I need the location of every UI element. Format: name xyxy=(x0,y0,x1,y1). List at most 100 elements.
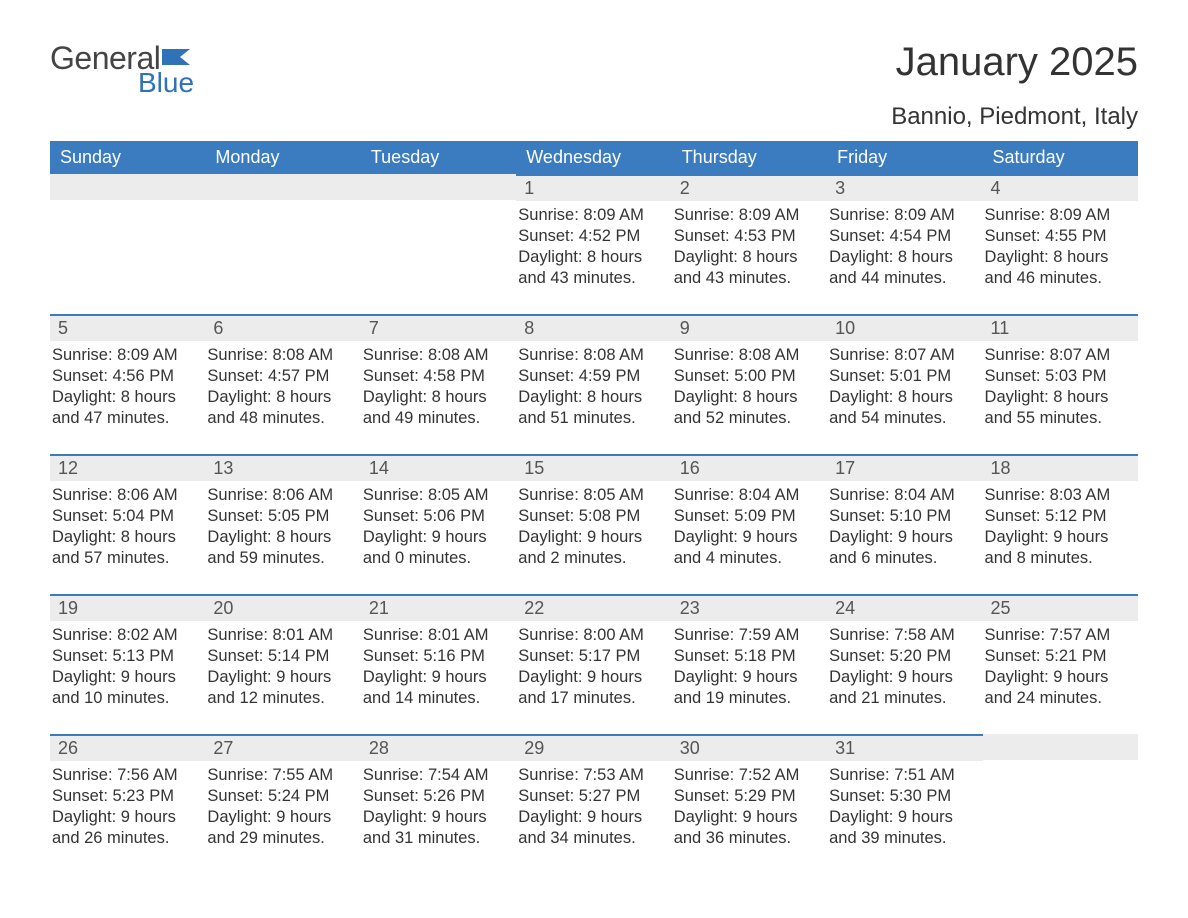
daylight-line-2: and 36 minutes. xyxy=(674,828,825,849)
sunset-line: Sunset: 4:52 PM xyxy=(518,226,669,247)
sunrise-line: Sunrise: 8:09 AM xyxy=(674,205,825,226)
daylight-line-1: Daylight: 8 hours xyxy=(829,387,980,408)
daylight-line-2: and 19 minutes. xyxy=(674,688,825,709)
calendar-cell: 16Sunrise: 8:04 AMSunset: 5:09 PMDayligh… xyxy=(672,454,827,594)
calendar-cell: 29Sunrise: 7:53 AMSunset: 5:27 PMDayligh… xyxy=(516,734,671,874)
sunrise-line: Sunrise: 8:08 AM xyxy=(518,345,669,366)
day-details: Sunrise: 8:09 AMSunset: 4:52 PMDaylight:… xyxy=(516,201,671,293)
calendar-cell: 18Sunrise: 8:03 AMSunset: 5:12 PMDayligh… xyxy=(983,454,1138,594)
calendar-cell: 30Sunrise: 7:52 AMSunset: 5:29 PMDayligh… xyxy=(672,734,827,874)
daylight-line-2: and 10 minutes. xyxy=(52,688,203,709)
page-title: January 2025 xyxy=(891,40,1138,85)
day-details: Sunrise: 8:09 AMSunset: 4:53 PMDaylight:… xyxy=(672,201,827,293)
calendar-body: 1Sunrise: 8:09 AMSunset: 4:52 PMDaylight… xyxy=(50,174,1138,874)
daylight-line-2: and 43 minutes. xyxy=(518,268,669,289)
day-details: Sunrise: 8:07 AMSunset: 5:03 PMDaylight:… xyxy=(983,341,1138,433)
calendar-cell xyxy=(205,174,360,314)
daylight-line-2: and 46 minutes. xyxy=(985,268,1136,289)
sunset-line: Sunset: 5:21 PM xyxy=(985,646,1136,667)
sunrise-line: Sunrise: 8:03 AM xyxy=(985,485,1136,506)
sunset-line: Sunset: 5:09 PM xyxy=(674,506,825,527)
daylight-line-2: and 4 minutes. xyxy=(674,548,825,569)
sunset-line: Sunset: 5:26 PM xyxy=(363,786,514,807)
daylight-line-1: Daylight: 9 hours xyxy=(674,527,825,548)
day-number: 23 xyxy=(672,594,827,621)
daylight-line-1: Daylight: 8 hours xyxy=(52,387,203,408)
sunset-line: Sunset: 4:59 PM xyxy=(518,366,669,387)
day-details: Sunrise: 7:56 AMSunset: 5:23 PMDaylight:… xyxy=(50,761,205,853)
daylight-line-2: and 12 minutes. xyxy=(207,688,358,709)
calendar-cell: 21Sunrise: 8:01 AMSunset: 5:16 PMDayligh… xyxy=(361,594,516,734)
daylight-line-2: and 26 minutes. xyxy=(52,828,203,849)
day-details: Sunrise: 7:52 AMSunset: 5:29 PMDaylight:… xyxy=(672,761,827,853)
weekday-header: Monday xyxy=(205,141,360,174)
day-number: 27 xyxy=(205,734,360,761)
daylight-line-2: and 24 minutes. xyxy=(985,688,1136,709)
day-number: 5 xyxy=(50,314,205,341)
day-number: 17 xyxy=(827,454,982,481)
daylight-line-1: Daylight: 9 hours xyxy=(363,807,514,828)
day-details: Sunrise: 8:08 AMSunset: 4:58 PMDaylight:… xyxy=(361,341,516,433)
sunset-line: Sunset: 5:29 PM xyxy=(674,786,825,807)
empty-day-bar xyxy=(983,734,1138,760)
sunrise-line: Sunrise: 8:07 AM xyxy=(829,345,980,366)
sunset-line: Sunset: 4:58 PM xyxy=(363,366,514,387)
empty-day-bar xyxy=(50,174,205,200)
sunset-line: Sunset: 5:08 PM xyxy=(518,506,669,527)
calendar-cell: 19Sunrise: 8:02 AMSunset: 5:13 PMDayligh… xyxy=(50,594,205,734)
calendar-cell: 10Sunrise: 8:07 AMSunset: 5:01 PMDayligh… xyxy=(827,314,982,454)
daylight-line-2: and 44 minutes. xyxy=(829,268,980,289)
daylight-line-1: Daylight: 9 hours xyxy=(829,807,980,828)
daylight-line-1: Daylight: 9 hours xyxy=(207,807,358,828)
daylight-line-1: Daylight: 9 hours xyxy=(674,667,825,688)
daylight-line-1: Daylight: 9 hours xyxy=(363,667,514,688)
day-details: Sunrise: 7:55 AMSunset: 5:24 PMDaylight:… xyxy=(205,761,360,853)
daylight-line-1: Daylight: 8 hours xyxy=(518,387,669,408)
calendar-cell: 22Sunrise: 8:00 AMSunset: 5:17 PMDayligh… xyxy=(516,594,671,734)
calendar-cell: 17Sunrise: 8:04 AMSunset: 5:10 PMDayligh… xyxy=(827,454,982,594)
calendar-cell: 23Sunrise: 7:59 AMSunset: 5:18 PMDayligh… xyxy=(672,594,827,734)
daylight-line-1: Daylight: 8 hours xyxy=(985,387,1136,408)
day-number: 15 xyxy=(516,454,671,481)
sunrise-line: Sunrise: 8:08 AM xyxy=(674,345,825,366)
sunrise-line: Sunrise: 8:06 AM xyxy=(52,485,203,506)
day-number: 9 xyxy=(672,314,827,341)
sunrise-line: Sunrise: 8:09 AM xyxy=(985,205,1136,226)
calendar-cell: 24Sunrise: 7:58 AMSunset: 5:20 PMDayligh… xyxy=(827,594,982,734)
sunrise-line: Sunrise: 7:59 AM xyxy=(674,625,825,646)
sunset-line: Sunset: 5:14 PM xyxy=(207,646,358,667)
day-number: 2 xyxy=(672,174,827,201)
day-number: 18 xyxy=(983,454,1138,481)
calendar-week-row: 5Sunrise: 8:09 AMSunset: 4:56 PMDaylight… xyxy=(50,314,1138,454)
sunrise-line: Sunrise: 8:00 AM xyxy=(518,625,669,646)
daylight-line-1: Daylight: 8 hours xyxy=(52,527,203,548)
sunrise-line: Sunrise: 7:57 AM xyxy=(985,625,1136,646)
day-number: 4 xyxy=(983,174,1138,201)
daylight-line-2: and 59 minutes. xyxy=(207,548,358,569)
weekday-header: Saturday xyxy=(983,141,1138,174)
day-number: 26 xyxy=(50,734,205,761)
sunrise-line: Sunrise: 8:01 AM xyxy=(207,625,358,646)
daylight-line-1: Daylight: 9 hours xyxy=(829,667,980,688)
sunrise-line: Sunrise: 7:58 AM xyxy=(829,625,980,646)
daylight-line-2: and 17 minutes. xyxy=(518,688,669,709)
sunset-line: Sunset: 4:56 PM xyxy=(52,366,203,387)
daylight-line-2: and 51 minutes. xyxy=(518,408,669,429)
calendar-cell: 7Sunrise: 8:08 AMSunset: 4:58 PMDaylight… xyxy=(361,314,516,454)
day-number: 14 xyxy=(361,454,516,481)
calendar-cell: 1Sunrise: 8:09 AMSunset: 4:52 PMDaylight… xyxy=(516,174,671,314)
daylight-line-1: Daylight: 8 hours xyxy=(985,247,1136,268)
calendar-week-row: 26Sunrise: 7:56 AMSunset: 5:23 PMDayligh… xyxy=(50,734,1138,874)
calendar-cell: 13Sunrise: 8:06 AMSunset: 5:05 PMDayligh… xyxy=(205,454,360,594)
daylight-line-1: Daylight: 8 hours xyxy=(363,387,514,408)
day-number: 20 xyxy=(205,594,360,621)
day-details: Sunrise: 7:51 AMSunset: 5:30 PMDaylight:… xyxy=(827,761,982,853)
calendar-cell: 11Sunrise: 8:07 AMSunset: 5:03 PMDayligh… xyxy=(983,314,1138,454)
day-details: Sunrise: 7:57 AMSunset: 5:21 PMDaylight:… xyxy=(983,621,1138,713)
day-number: 19 xyxy=(50,594,205,621)
sunrise-line: Sunrise: 8:05 AM xyxy=(363,485,514,506)
day-details: Sunrise: 8:06 AMSunset: 5:05 PMDaylight:… xyxy=(205,481,360,573)
sunrise-line: Sunrise: 8:06 AM xyxy=(207,485,358,506)
day-number: 30 xyxy=(672,734,827,761)
header: General Blue January 2025 Bannio, Piedmo… xyxy=(50,40,1138,131)
